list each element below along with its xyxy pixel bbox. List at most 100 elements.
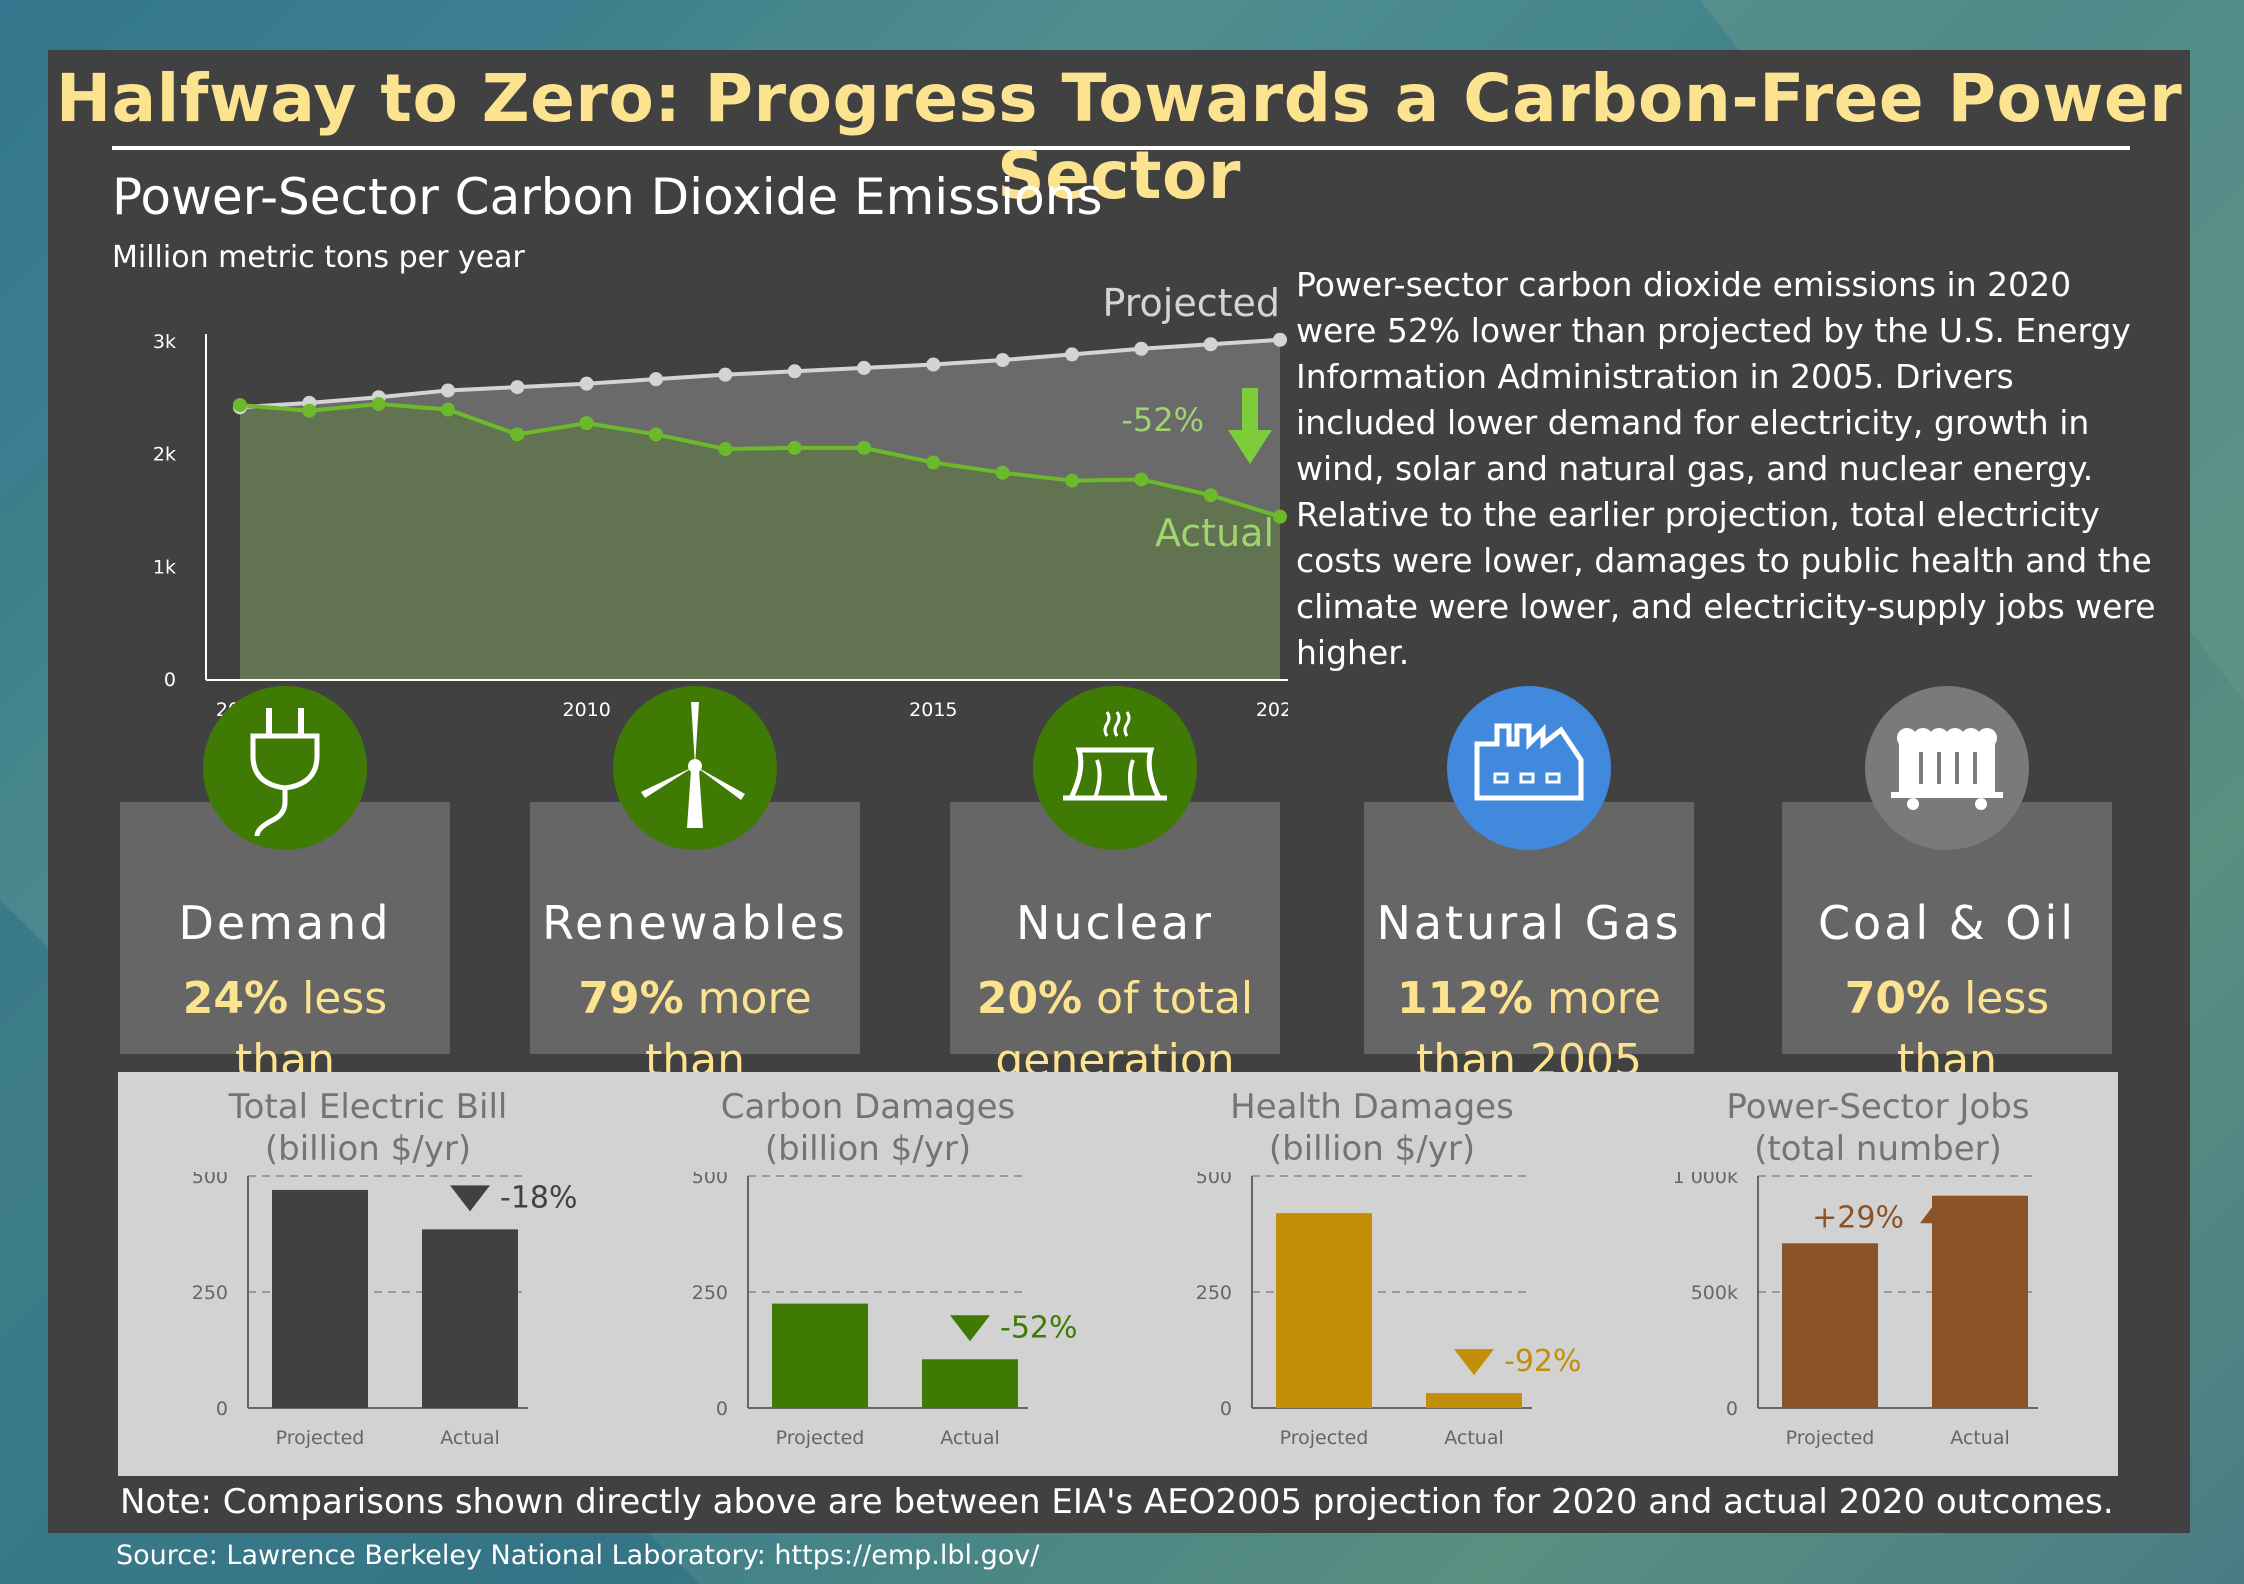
actual-point — [718, 442, 733, 457]
x-tick-label: Actual — [1444, 1427, 1504, 1449]
infographic-panel: Halfway to Zero: Progress Towards a Carb… — [48, 50, 2190, 1533]
mini-chart-title-line: Health Damages — [1230, 1087, 1514, 1127]
actual-point — [510, 427, 525, 442]
bar-actual — [1426, 1393, 1522, 1408]
actual-point — [649, 427, 663, 442]
projected-point — [1065, 347, 1079, 362]
mini-chart-unit: (billion $/yr) — [1268, 1129, 1476, 1169]
actual-point — [1273, 509, 1287, 524]
projected-point — [1134, 341, 1149, 356]
emissions-chart-unit: Million metric tons per year — [112, 240, 525, 275]
y-tick-label: 0 — [1220, 1398, 1232, 1420]
y-tick-label: 500 — [1196, 1172, 1232, 1188]
factory-icon — [1447, 686, 1611, 850]
y-tick-label: 250 — [192, 1282, 228, 1304]
card-title: Demand — [178, 896, 392, 950]
actual-point — [1134, 472, 1149, 487]
mini-chart-title: Power-Sector Jobs (total number) — [1658, 1086, 2098, 1170]
card-stat-value: 112% — [1397, 973, 1533, 1024]
projected-point — [510, 380, 525, 395]
y-tick-label: 0 — [1726, 1398, 1738, 1420]
x-tick-label: Projected — [276, 1427, 365, 1449]
page-title: Halfway to Zero: Progress Towards a Carb… — [55, 60, 2183, 214]
projected-point — [1273, 332, 1287, 347]
projected-line — [239, 337, 1281, 410]
actual-point — [1065, 473, 1079, 488]
mini-chart-unit: (billion $/yr) — [264, 1129, 472, 1169]
projected-point — [926, 357, 941, 372]
actual-point — [371, 396, 386, 411]
bar-projected — [772, 1303, 868, 1408]
actual-point — [787, 440, 802, 455]
mini-chart-4: 0 500k 1 000k Projected Actual +29% — [1673, 1172, 2038, 1449]
wind-turbine-icon — [613, 686, 777, 850]
cooling-tower-icon — [1033, 686, 1197, 850]
mini-chart-title-line: Carbon Damages — [720, 1087, 1016, 1127]
arrow-down-icon — [450, 1185, 490, 1212]
arrow-down-icon — [1228, 388, 1272, 464]
change-label: -92% — [1504, 1344, 1582, 1379]
bar-actual — [922, 1359, 1018, 1408]
card-stat-value: 79% — [578, 973, 684, 1024]
comparison-note: Note: Comparisons shown directly above a… — [120, 1482, 2114, 1522]
y-tick-label: 500k — [1691, 1282, 1738, 1304]
mini-chart-unit: (billion $/yr) — [764, 1129, 972, 1169]
actual-area — [240, 403, 1280, 680]
card-stat-value: 70% — [1844, 973, 1951, 1024]
projected-series-label: Projected — [1102, 281, 1280, 325]
mini-chart-unit: (total number) — [1754, 1129, 2002, 1169]
actual-point — [857, 440, 871, 455]
arrow-down-icon — [950, 1315, 990, 1342]
projected-point — [718, 367, 733, 382]
projected-point — [787, 364, 802, 379]
mini-chart-title: Carbon Damages (billion $/yr) — [648, 1086, 1088, 1170]
actual-point — [1203, 488, 1218, 503]
x-tick-label: 2020 — [1256, 699, 1288, 721]
mini-chart-1: 0 250 500 Projected Actual -18% — [192, 1172, 578, 1449]
card-stat-text: of total — [1082, 973, 1254, 1024]
actual-point — [926, 455, 941, 470]
mini-chart-2: 0 250 500 Projected Actual -52% — [692, 1172, 1078, 1449]
coal-cart-icon — [1865, 686, 2029, 850]
projected-point — [441, 383, 455, 398]
card-title: Coal & Oil — [1817, 896, 2077, 950]
projected-point — [857, 360, 871, 375]
mini-chart-title: Total Electric Bill (billion $/yr) — [148, 1086, 588, 1170]
actual-point — [441, 402, 455, 417]
x-tick-label: Projected — [1786, 1427, 1875, 1449]
change-label: +29% — [1812, 1200, 1904, 1235]
emissions-change-label: -52% — [1121, 401, 1204, 439]
y-tick-label: 250 — [692, 1282, 728, 1304]
x-tick-label: Actual — [440, 1427, 500, 1449]
x-tick-label: Actual — [1950, 1427, 2010, 1449]
mini-chart-title-line: Power-Sector Jobs — [1726, 1087, 2030, 1127]
y-tick-label: 2k — [153, 444, 176, 466]
y-tick-label: 3k — [153, 331, 176, 353]
emissions-chart-title: Power-Sector Carbon Dioxide Emissions — [112, 168, 1103, 226]
bar-actual — [422, 1229, 518, 1408]
y-tick-label: 250 — [1196, 1282, 1232, 1304]
actual-line — [239, 401, 1281, 519]
plug-icon — [203, 686, 367, 850]
source-credit: Source: Lawrence Berkeley National Labor… — [116, 1540, 1040, 1571]
x-tick-label: 2015 — [909, 699, 957, 721]
y-tick-label: 0 — [716, 1398, 728, 1420]
y-tick-label: 500 — [692, 1172, 728, 1188]
comparison-section: Total Electric Bill (billion $/yr) 0 250 500… — [118, 1072, 2118, 1476]
card-stat-text: more — [1532, 973, 1661, 1024]
actual-point — [579, 416, 594, 431]
card-stat-value: 20% — [976, 973, 1083, 1024]
y-tick-label: 0 — [216, 1398, 228, 1420]
card-stat-value: 24% — [182, 973, 289, 1024]
actual-point — [995, 465, 1010, 480]
mini-chart-3: 0 250 500 Projected Actual -92% — [1196, 1172, 1582, 1449]
bar-projected — [1276, 1213, 1372, 1408]
mini-chart-title-line: Total Electric Bill — [228, 1087, 508, 1127]
change-label: -18% — [500, 1180, 578, 1215]
title-divider — [112, 146, 2130, 150]
bar-projected — [272, 1189, 368, 1408]
bar-projected — [1782, 1243, 1878, 1408]
x-tick-label: Actual — [940, 1427, 1000, 1449]
card-title: Renewables — [542, 896, 848, 950]
actual-series-label: Actual — [1155, 511, 1274, 555]
